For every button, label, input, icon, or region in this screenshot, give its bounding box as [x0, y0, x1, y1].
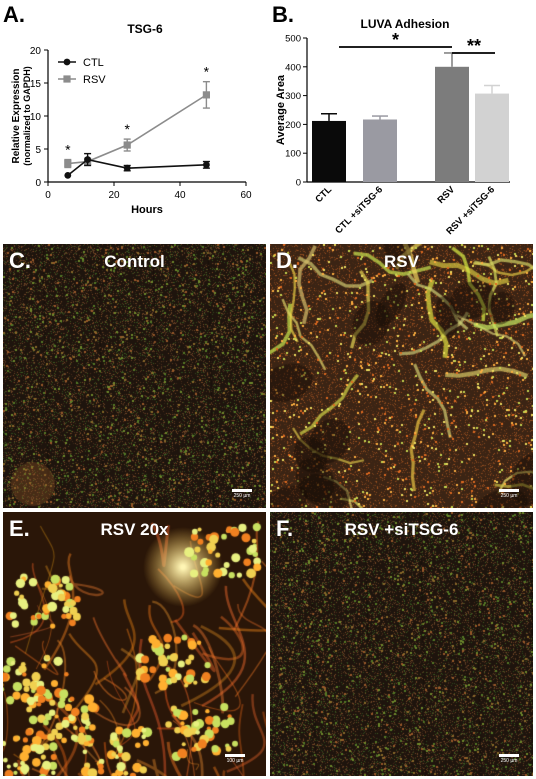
panel-b-letter: B.: [272, 2, 294, 27]
data-point: [203, 161, 210, 169]
data-point: [64, 172, 72, 179]
panel-f-letter: F.: [276, 516, 294, 541]
micrograph-title: RSV: [384, 252, 419, 271]
micrograph-title: RSV 20x: [100, 520, 169, 539]
data-point: [123, 164, 131, 172]
y-tick-label: 100: [285, 149, 301, 160]
y-tick-label: 500: [285, 34, 301, 45]
luva-adhesion-bar-chart: LUVA Adhesion 0 100 200 300 400 500 Average Are…: [275, 17, 510, 237]
micrograph-title: RSV +siTSG-6: [344, 520, 459, 539]
scale-bar: 250 µm: [499, 489, 519, 499]
significance-star: *: [124, 121, 130, 137]
y-tick-label: 15: [30, 79, 42, 90]
category-label: CTL +siTSG-6: [333, 184, 385, 236]
y-axis-label: Average Area: [275, 74, 287, 145]
y-tick-label: 5: [35, 145, 41, 156]
bar: [435, 66, 469, 182]
y-tick-label: 200: [285, 120, 301, 131]
bar: [363, 119, 397, 182]
y-tick-label: 300: [285, 91, 301, 102]
significance-star: *: [204, 64, 210, 80]
legend-label: CTL: [83, 57, 104, 69]
x-axis-label: Hours: [131, 204, 163, 216]
panel-c-letter: C.: [9, 248, 31, 273]
data-point: [123, 141, 131, 149]
panel-a-letter: A.: [3, 2, 25, 27]
y-tick-label: 20: [30, 46, 42, 57]
scale-bar: 100 µm: [225, 754, 245, 764]
x-tick-label: 60: [240, 190, 252, 201]
y-axis-label: Relative Expression(normalized to GAPDH): [11, 66, 32, 166]
micrograph-rsv: D. RSV 250 µm: [270, 244, 533, 508]
x-tick-label: 20: [108, 190, 120, 201]
y-tick-label: 0: [296, 178, 301, 189]
panel-e-letter: E.: [9, 516, 30, 541]
bar: [475, 93, 509, 182]
legend-label: RSV: [83, 74, 106, 86]
bar: [312, 120, 346, 182]
scale-bar: 250 µm: [499, 754, 519, 764]
x-tick-label: 40: [174, 190, 186, 201]
micrograph-control: C. Control 250 µm: [3, 244, 266, 508]
x-tick-label: 0: [45, 190, 51, 201]
micrograph-rsv-20x: E. RSV 20x 100 µm: [3, 512, 266, 776]
chart-title: TSG-6: [127, 22, 163, 36]
series-line-rsv: [67, 94, 207, 165]
chart-title: LUVA Adhesion: [361, 17, 450, 31]
y-tick-label: 400: [285, 62, 301, 73]
significance-star: *: [65, 142, 71, 158]
panel-d-letter: D.: [276, 248, 298, 273]
legend-marker: [63, 58, 71, 66]
y-tick-label: 10: [30, 112, 42, 123]
data-point: [64, 159, 72, 168]
scale-bar: 250 µm: [232, 489, 252, 499]
y-tick-label: 0: [35, 178, 41, 189]
legend-marker: [63, 75, 71, 83]
micrograph-title: Control: [104, 252, 165, 271]
significance-star: *: [392, 30, 399, 50]
significance-star: **: [467, 36, 481, 56]
category-label: CTL: [313, 184, 334, 205]
series-line-ctl: [67, 158, 207, 177]
data-point: [84, 156, 91, 163]
tsg6-line-chart: TSG-6 0 5 10 15 20 0 20 40 60 Hours Relative Expres…: [11, 22, 252, 216]
micrograph-rsv-sitsg6: F. RSV +siTSG-6 250 µm: [270, 512, 533, 776]
data-point: [202, 91, 210, 99]
category-label: RSV: [436, 184, 458, 206]
